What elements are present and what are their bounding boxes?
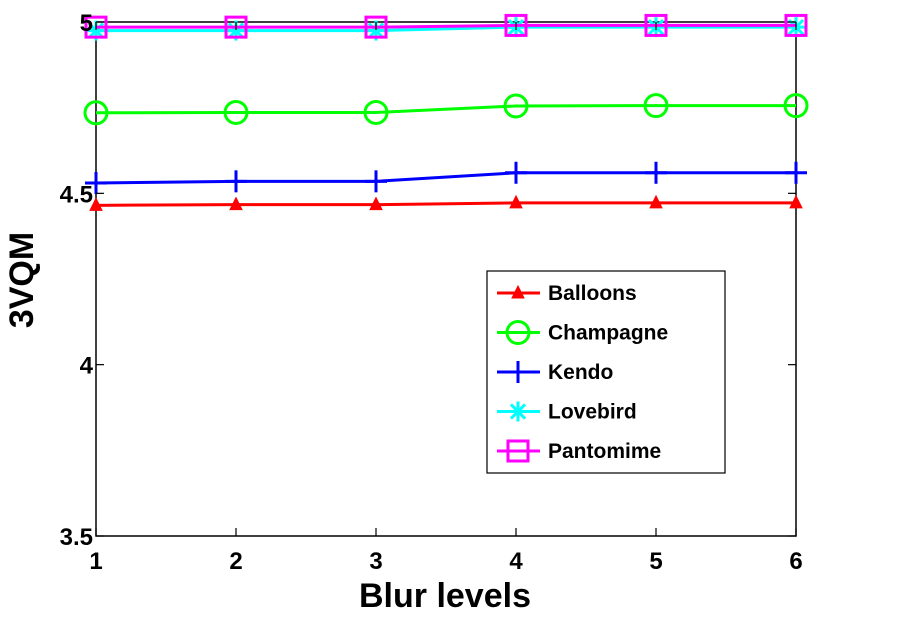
legend: Balloons Champagne Kendo Lovebird Pantomime xyxy=(486,270,726,474)
legend-marker xyxy=(508,401,528,422)
legend-marker xyxy=(507,361,529,383)
series-balloons xyxy=(89,194,803,211)
legend-item-champagne: Champagne xyxy=(497,320,668,345)
y-tick-label: 4.5 xyxy=(60,181,93,208)
series-line-pantomime xyxy=(96,23,796,29)
legend-item-lovebird: Lovebird xyxy=(497,401,637,424)
x-tick-label: 4 xyxy=(509,548,523,575)
data-point-champagne xyxy=(783,93,809,119)
y-axis-label: 3VQM xyxy=(3,232,41,328)
series-line-champagne xyxy=(95,104,796,115)
data-point-champagne xyxy=(503,93,529,119)
data-point-balloons xyxy=(89,197,103,211)
data-point-champagne xyxy=(83,100,109,126)
series-layer xyxy=(83,13,809,211)
series-champagne xyxy=(83,93,809,126)
legend-item-pantomime: Pantomime xyxy=(497,439,661,463)
data-point-champagne xyxy=(363,99,389,125)
data-point-kendo xyxy=(505,161,527,184)
data-point-pantomime xyxy=(84,15,108,39)
data-point-balloons xyxy=(649,194,663,209)
data-point-pantomime xyxy=(504,13,528,37)
data-point-balloons xyxy=(369,196,383,211)
legend-marker xyxy=(505,320,531,345)
data-point-champagne xyxy=(223,99,249,125)
data-point-pantomime xyxy=(784,13,808,37)
series-pantomime xyxy=(84,13,808,39)
legend-marker xyxy=(506,439,530,463)
legend-label: Lovebird xyxy=(548,401,637,424)
legend-label: Balloons xyxy=(548,282,637,305)
y-tick-label: 3.5 xyxy=(60,524,93,551)
legend-item-balloons: Balloons xyxy=(497,282,637,305)
data-point-kendo xyxy=(645,161,667,184)
axis-ticks: 1 2 3 4 5 6 3.5 4 4.5 5 xyxy=(60,10,803,575)
x-tick-label: 2 xyxy=(229,548,242,575)
legend-marker xyxy=(511,284,525,299)
series-line-lovebird xyxy=(96,25,796,33)
x-tick-label: 1 xyxy=(89,548,102,575)
data-point-kendo xyxy=(85,172,107,195)
x-tick-label: 3 xyxy=(369,548,382,575)
data-point-champagne xyxy=(643,93,669,119)
legend-label: Pantomime xyxy=(548,440,661,463)
series-kendo xyxy=(85,161,807,195)
data-point-kendo xyxy=(365,170,387,193)
legend-label: Kendo xyxy=(548,361,613,384)
data-point-balloons xyxy=(789,194,803,209)
data-point-pantomime xyxy=(364,15,388,39)
data-point-kendo xyxy=(225,170,247,193)
data-point-kendo xyxy=(785,161,807,184)
data-point-balloons xyxy=(229,196,243,211)
data-point-pantomime xyxy=(644,13,668,37)
x-axis-label: Blur levels xyxy=(359,577,531,615)
data-point-balloons xyxy=(509,194,523,209)
legend-item-kendo: Kendo xyxy=(497,361,613,384)
series-line-kendo xyxy=(95,171,796,185)
legend-label: Champagne xyxy=(548,322,668,345)
x-tick-label: 6 xyxy=(789,548,802,575)
y-tick-label: 4 xyxy=(80,353,94,380)
data-point-pantomime xyxy=(224,15,248,39)
x-tick-label: 5 xyxy=(649,548,662,575)
y-tick-label: 5 xyxy=(80,10,93,37)
series-line-balloons xyxy=(95,201,796,207)
